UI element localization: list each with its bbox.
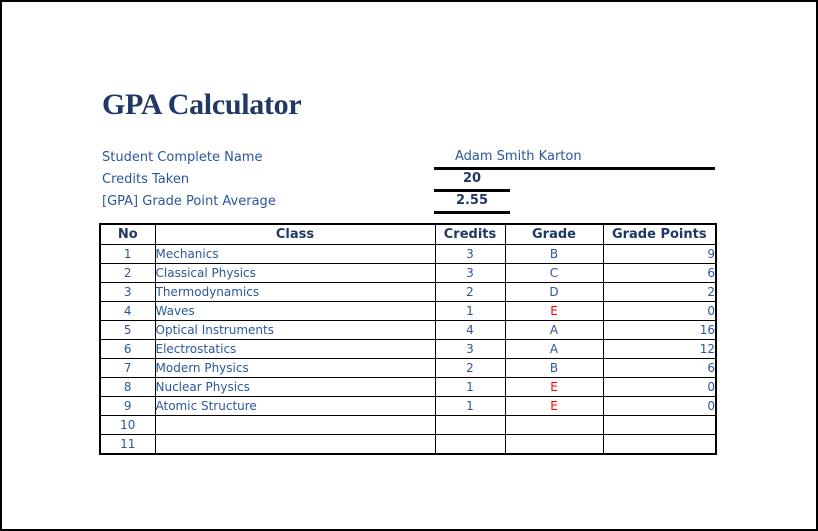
table-row: 4 Waves 1 E 0 [99,301,717,321]
row-number-cell: 6 [99,339,156,359]
class-cell[interactable]: Electrostatics [154,339,436,359]
table-row: 5 Optical Instruments 4 A 16 [99,320,717,340]
class-cell[interactable]: Mechanics [154,244,436,264]
credits-cell[interactable]: 4 [434,320,506,340]
gpa-value-field: 2.55 [434,191,510,214]
student-name-label: Student Complete Name [102,150,263,165]
grade-points-cell: 0 [602,396,717,416]
header-no: No [99,223,156,245]
class-cell[interactable]: Classical Physics [154,263,436,283]
grades-table: No Class Credits Grade Grade Points 1 Me… [99,223,717,455]
row-number-cell: 8 [99,377,156,397]
row-number-cell: 7 [99,358,156,378]
grade-points-cell: 16 [602,320,717,340]
grade-cell[interactable]: D [504,282,604,302]
row-number-cell: 5 [99,320,156,340]
grade-points-cell [602,434,717,455]
table-row: 2 Classical Physics 3 C 6 [99,263,717,283]
grade-points-cell: 9 [602,244,717,264]
table-row: 7 Modern Physics 2 B 6 [99,358,717,378]
class-cell[interactable]: Waves [154,301,436,321]
table-row: 1 Mechanics 3 B 9 [99,244,717,264]
header-credits: Credits [434,223,506,245]
grade-cell[interactable]: A [504,339,604,359]
row-number-cell: 3 [99,282,156,302]
grade-cell[interactable]: E [504,377,604,397]
table-row: 3 Thermodynamics 2 D 2 [99,282,717,302]
credits-taken-field[interactable]: 20 [434,169,510,192]
class-cell[interactable] [154,434,436,455]
student-name-field[interactable]: Adam Smith Karton [434,147,715,170]
class-cell[interactable]: Modern Physics [154,358,436,378]
grade-points-cell [602,415,717,435]
row-number-cell: 1 [99,244,156,264]
table-row: 8 Nuclear Physics 1 E 0 [99,377,717,397]
page-title: GPA Calculator [102,88,302,121]
class-cell[interactable]: Thermodynamics [154,282,436,302]
table-row: 9 Atomic Structure 1 E 0 [99,396,717,416]
row-number-cell: 9 [99,396,156,416]
grade-cell[interactable]: E [504,301,604,321]
credits-cell[interactable]: 2 [434,358,506,378]
grade-points-cell: 6 [602,358,717,378]
class-cell[interactable]: Atomic Structure [154,396,436,416]
credits-cell[interactable] [434,434,506,455]
credits-cell[interactable]: 3 [434,263,506,283]
grade-points-cell: 2 [602,282,717,302]
grade-cell[interactable]: A [504,320,604,340]
credits-cell[interactable]: 2 [434,282,506,302]
row-number-cell: 10 [99,415,156,435]
grade-points-cell: 12 [602,339,717,359]
header-grade: Grade [504,223,604,245]
gpa-label: [GPA] Grade Point Average [102,194,276,209]
credits-taken-label: Credits Taken [102,172,190,187]
grades-table-header: No Class Credits Grade Grade Points [99,223,717,245]
grade-cell[interactable]: B [504,244,604,264]
grade-cell[interactable] [504,415,604,435]
credits-cell[interactable] [434,415,506,435]
grade-points-cell: 0 [602,301,717,321]
header-grade-points: Grade Points [602,223,717,245]
grade-points-cell: 0 [602,377,717,397]
table-row: 6 Electrostatics 3 A 12 [99,339,717,359]
table-row: 10 [99,415,717,435]
row-number-cell: 4 [99,301,156,321]
credits-cell[interactable]: 1 [434,377,506,397]
credits-cell[interactable]: 3 [434,244,506,264]
header-class: Class [154,223,436,245]
header-row: No Class Credits Grade Grade Points [99,223,717,245]
class-cell[interactable]: Optical Instruments [154,320,436,340]
class-cell[interactable]: Nuclear Physics [154,377,436,397]
grade-cell[interactable] [504,434,604,455]
row-number-cell: 11 [99,434,156,455]
grade-cell[interactable]: B [504,358,604,378]
grades-table-body: 1 Mechanics 3 B 9 2 Classical Physics 3 … [99,244,717,455]
row-number-cell: 2 [99,263,156,283]
grade-cell[interactable]: E [504,396,604,416]
grade-cell[interactable]: C [504,263,604,283]
credits-cell[interactable]: 3 [434,339,506,359]
class-cell[interactable] [154,415,436,435]
grade-points-cell: 6 [602,263,717,283]
credits-cell[interactable]: 1 [434,301,506,321]
credits-cell[interactable]: 1 [434,396,506,416]
table-row: 11 [99,434,717,455]
